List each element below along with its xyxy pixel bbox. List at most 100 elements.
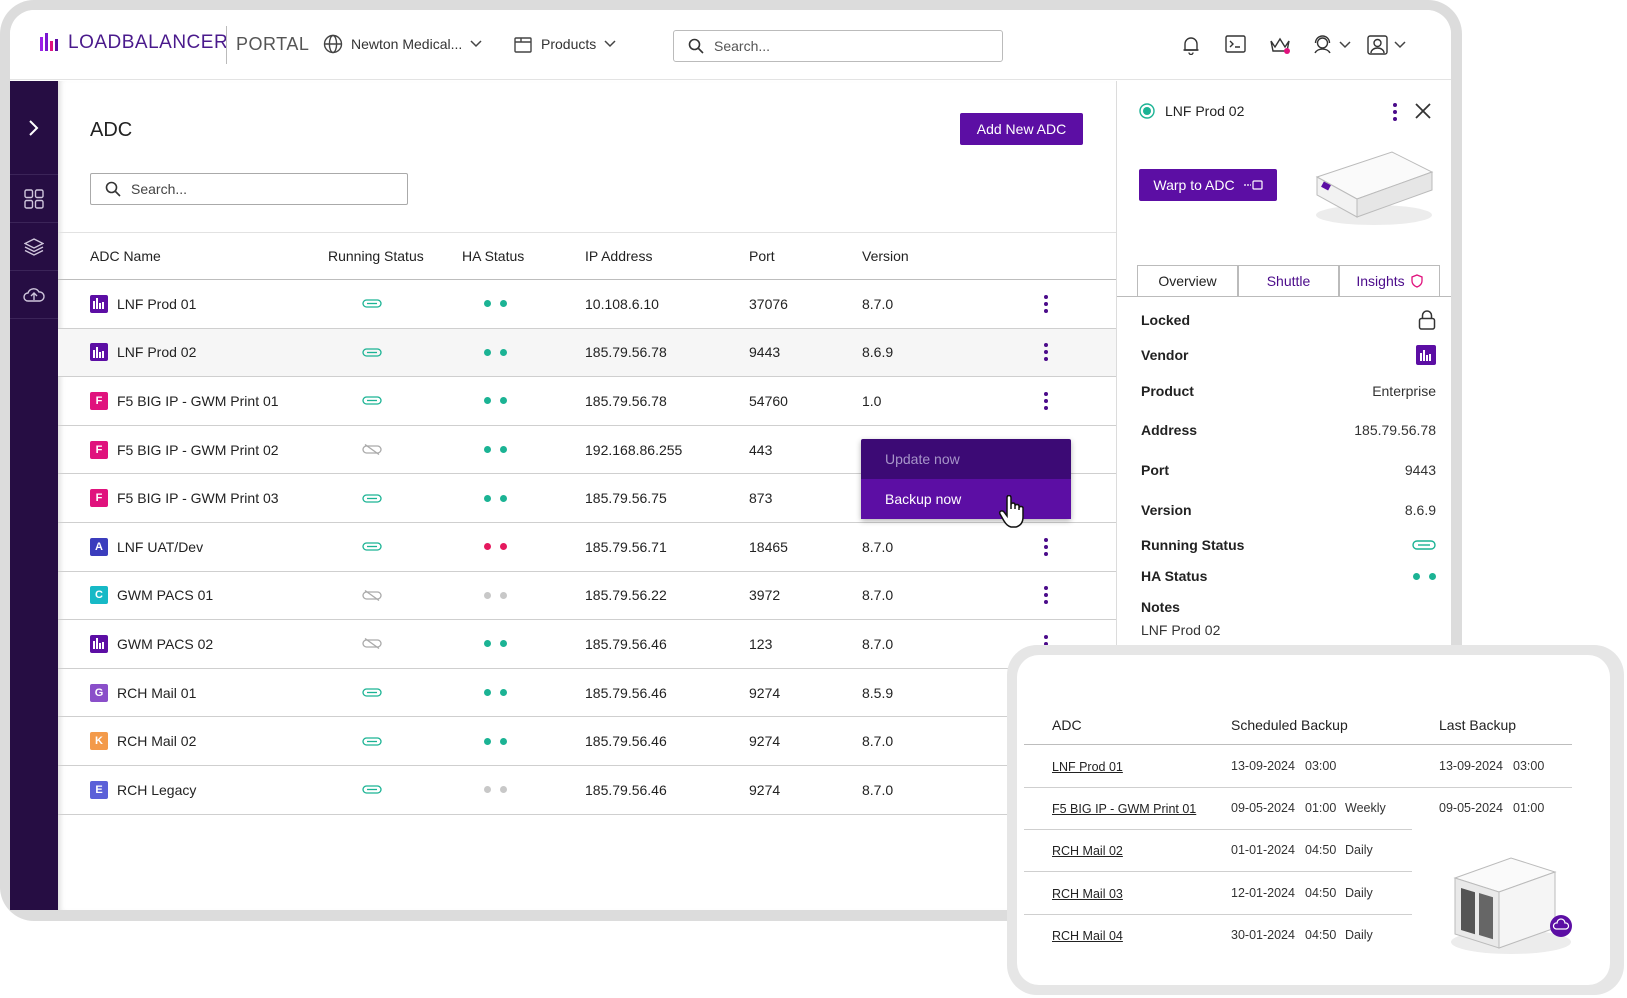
terminal-button[interactable]: [1225, 35, 1246, 53]
vendor-badge-icon: [90, 343, 108, 362]
table-body: LNF Prod 01 10.108.6.10 37076 8.7.0 LNF Prod…: [58, 280, 1116, 815]
running-on-icon: [1412, 540, 1436, 550]
kebab-icon: [1044, 343, 1048, 362]
backup-adc-link[interactable]: RCH Mail 02: [1052, 844, 1123, 859]
version: 8.7.0: [862, 587, 894, 604]
ha-status-cell: [484, 766, 507, 814]
ip-address: 185.79.56.46: [585, 781, 667, 798]
sidebar-expand-button[interactable]: [10, 81, 58, 175]
sidebar-item-adc[interactable]: [10, 223, 58, 271]
table-row[interactable]: F F5 BIG IP - GWM Print 03 185.79.56.75 873: [58, 474, 1116, 523]
menu-item-backup-now[interactable]: Backup now: [861, 479, 1071, 519]
badge-letter: F: [95, 492, 103, 505]
tab-shuttle[interactable]: Shuttle: [1238, 265, 1339, 297]
panel-header: LNF Prod 02: [1139, 103, 1244, 119]
tab-insights[interactable]: Insights: [1339, 265, 1440, 297]
adc-name-cell: G RCH Mail 01: [90, 669, 196, 717]
org-selector[interactable]: Newton Medical...: [323, 34, 482, 54]
badge-letter: G: [94, 686, 104, 699]
col-port[interactable]: Port: [749, 248, 775, 264]
col-version[interactable]: Version: [862, 248, 909, 264]
adc-name-cell: F F5 BIG IP - GWM Print 03: [90, 474, 279, 522]
table-row[interactable]: LNF Prod 02 185.79.56.78 9443 8.6.9: [58, 328, 1116, 378]
menu-item-update-now[interactable]: Update now: [885, 451, 960, 467]
schedule-frequency: Daily: [1345, 843, 1373, 858]
version: 1.0: [862, 392, 882, 409]
sidebar-item-dashboard[interactable]: [10, 175, 58, 223]
lock-icon: [1418, 310, 1436, 330]
notifications-button[interactable]: [1181, 35, 1201, 55]
ha-status-cell: [484, 474, 507, 522]
tab-overview[interactable]: Overview: [1137, 265, 1238, 297]
backup-adc-link[interactable]: LNF Prod 01: [1052, 760, 1123, 774]
ha-status-dots: [484, 348, 507, 356]
row-more-button[interactable]: [1044, 377, 1048, 425]
col-ip-address[interactable]: IP Address: [585, 248, 653, 264]
chevron-down-icon: [1339, 41, 1351, 49]
premium-button[interactable]: [1269, 35, 1291, 55]
table-row[interactable]: LNF Prod 01 10.108.6.10 37076 8.7.0: [58, 280, 1116, 329]
table-row[interactable]: F F5 BIG IP - GWM Print 01 185.79.56.78 547…: [58, 377, 1116, 426]
prop-address: Address 185.79.56.78: [1141, 422, 1436, 438]
table-row[interactable]: A LNF UAT/Dev 185.79.56.71 18465 8.7.0: [58, 523, 1116, 572]
running-status-cell: [362, 620, 382, 668]
port: 9274: [749, 733, 781, 750]
sidebar-item-backup[interactable]: [10, 271, 58, 319]
port: 9274: [749, 684, 781, 701]
prop-vendor: Vendor: [1141, 345, 1436, 365]
scheduled-date: 01-01-2024: [1231, 843, 1295, 858]
ha-status-cell: [484, 280, 507, 328]
chevron-down-icon: [1394, 41, 1406, 49]
port: 3972: [749, 587, 781, 604]
brand-logo[interactable]: LOADBALANCER: [40, 32, 228, 54]
ha-status-cell: [484, 669, 507, 717]
table-row[interactable]: F F5 BIG IP - GWM Print 02 192.168.86.255 4…: [58, 426, 1116, 475]
warp-to-adc-button[interactable]: Warp to ADC: [1139, 169, 1277, 201]
row-more-button[interactable]: [1044, 280, 1048, 328]
table-row[interactable]: K RCH Mail 02 185.79.56.46 9274 8.7.0: [58, 717, 1116, 766]
account-menu[interactable]: [1367, 35, 1406, 55]
backup-adc-link[interactable]: RCH Mail 04: [1052, 928, 1123, 943]
backup-adc-link[interactable]: RCH Mail 03: [1052, 886, 1123, 901]
running-status-cell: [362, 766, 382, 814]
app-window: LOADBALANCER PORTAL Newton Medical... Pr…: [10, 10, 1451, 910]
panel-more-button[interactable]: [1393, 103, 1397, 121]
table-row[interactable]: GWM PACS 02 185.79.56.46 123 8.7.0: [58, 620, 1116, 669]
adc-name-cell: LNF Prod 01: [90, 280, 196, 328]
close-icon[interactable]: [1415, 103, 1431, 119]
ha-status-dots: [484, 300, 507, 308]
col-adc-name[interactable]: ADC Name: [90, 248, 161, 264]
global-search-input[interactable]: Search...: [673, 30, 1003, 62]
kebab-icon: [1044, 537, 1048, 556]
col-ha-status[interactable]: HA Status: [462, 248, 525, 264]
row-more-button[interactable]: [1044, 329, 1048, 377]
backup-adc-link[interactable]: F5 BIG IP - GWM Print 01: [1052, 802, 1197, 817]
table-header: ADC Name Running Status HA Status IP Add…: [58, 232, 1116, 280]
scheduled-time: 04:50: [1305, 885, 1337, 900]
shield-icon: [1410, 274, 1423, 288]
table-row[interactable]: C GWM PACS 01 185.79.56.22 3972 8.7.0: [58, 572, 1116, 621]
ha-status-cell: [484, 572, 507, 620]
vendor-badge-icon: A: [90, 537, 108, 556]
scheduled-date: 30-01-2024: [1231, 927, 1295, 942]
running-status-cell: [362, 572, 382, 620]
ip-address: 185.79.56.71: [585, 538, 667, 555]
notes-label: Notes: [1141, 599, 1180, 615]
add-new-adc-button[interactable]: Add New ADC: [960, 113, 1083, 145]
table-row[interactable]: G RCH Mail 01 185.79.56.46 9274 8.5.9: [58, 669, 1116, 718]
vendor-badge-icon: E: [90, 780, 108, 799]
ha-status-cell: [484, 329, 507, 377]
port: 873: [749, 490, 773, 507]
adc-search-input[interactable]: Search...: [90, 173, 408, 205]
products-menu[interactable]: Products: [513, 34, 616, 54]
row-more-button[interactable]: [1044, 523, 1048, 571]
scheduled-time: 03:00: [1305, 759, 1337, 773]
row-more-button[interactable]: [1044, 572, 1048, 620]
support-menu[interactable]: [1312, 35, 1351, 55]
col-running-status[interactable]: Running Status: [328, 248, 424, 264]
prop-port: Port 9443: [1141, 462, 1436, 478]
table-row[interactable]: E RCH Legacy 185.79.56.46 9274 8.7.0: [58, 766, 1116, 815]
kebab-icon: [1044, 294, 1048, 313]
col-adc: ADC: [1052, 717, 1082, 733]
adc-name-cell: LNF Prod 02: [90, 329, 196, 377]
